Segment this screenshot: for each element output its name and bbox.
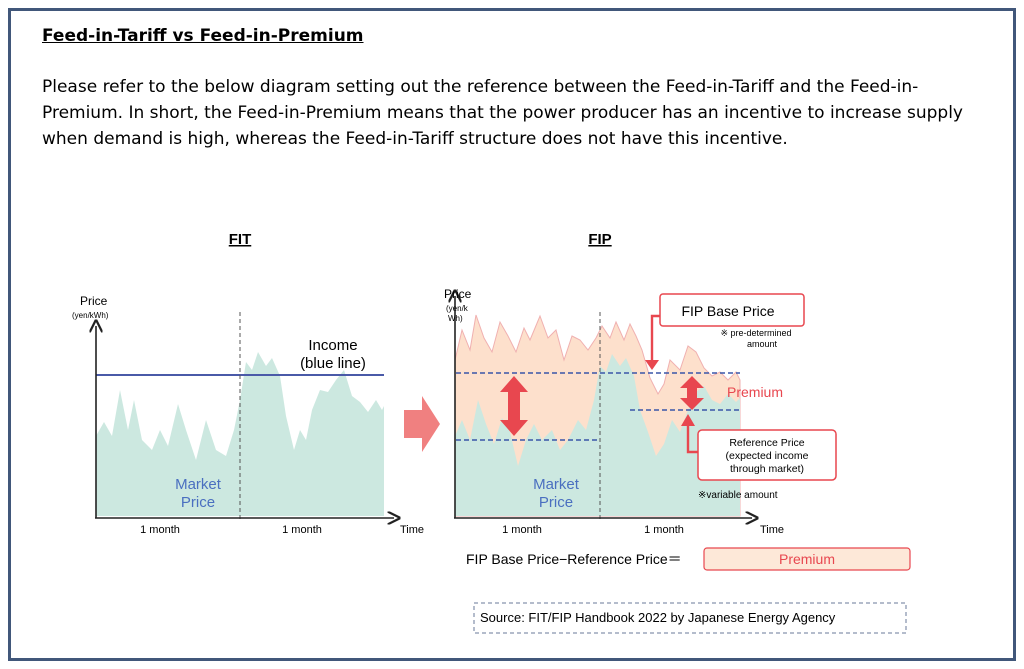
premium-arrow-1-icon bbox=[500, 376, 528, 436]
fip-predetermined-2: amount bbox=[747, 339, 778, 349]
fit-income-label-2: (blue line) bbox=[300, 355, 366, 372]
fip-x-label: Time bbox=[760, 524, 784, 536]
fip-reference-2: (expected income bbox=[726, 450, 809, 462]
source-text: Source: FIT/FIP Handbook 2022 by Japanes… bbox=[480, 610, 836, 625]
fip-title: FIP bbox=[588, 231, 611, 248]
fip-base-price-pointer-icon bbox=[650, 314, 660, 362]
fip-reference-1: Reference Price bbox=[729, 437, 804, 449]
premium-arrow-2-icon bbox=[680, 376, 704, 410]
fip-y-unit-2: Wh) bbox=[448, 314, 463, 323]
formula-expression: FIP Base Price−Reference Price＝ bbox=[466, 551, 682, 567]
fip-market-area bbox=[455, 354, 740, 516]
fip-premium-label: Premium bbox=[727, 384, 783, 400]
fip-variable-amount: ※variable amount bbox=[698, 490, 778, 501]
fit-market-label-1: Market bbox=[175, 476, 222, 493]
formula-premium-box bbox=[703, 547, 911, 571]
fip-y-unit-1: (yen/k bbox=[446, 304, 469, 313]
intro-paragraph: Please refer to the below diagram settin… bbox=[42, 77, 963, 149]
fit-market-label-2: Price bbox=[181, 494, 215, 511]
fit-y-label: Price bbox=[80, 294, 108, 308]
fit-x-label: Time bbox=[400, 524, 424, 536]
fit-title: FIT bbox=[229, 231, 252, 248]
fit-income-label-1: Income bbox=[308, 337, 357, 354]
fip-market-label-1: Market bbox=[533, 476, 580, 493]
fit-period-1: 1 month bbox=[140, 524, 180, 536]
fip-reference-price-box bbox=[697, 429, 837, 481]
fip-base-price-pointer-head-icon bbox=[645, 360, 659, 370]
fip-period-1: 1 month bbox=[502, 524, 542, 536]
transition-arrow-icon bbox=[404, 396, 440, 452]
fip-market-label-2: Price bbox=[539, 494, 573, 511]
fip-period-2: 1 month bbox=[644, 524, 684, 536]
formula-premium-label: Premium bbox=[779, 551, 835, 567]
fip-reference-pointer-icon bbox=[686, 424, 700, 454]
fit-period-2: 1 month bbox=[282, 524, 322, 536]
fip-reference-pointer-head-icon bbox=[681, 414, 695, 426]
fip-reference-3: through market) bbox=[730, 463, 804, 475]
page-heading: Feed-in-Tariff vs Feed-in-Premium bbox=[42, 26, 364, 46]
fip-base-price-box bbox=[659, 293, 805, 327]
fip-predetermined-1: ※ pre-determined bbox=[720, 328, 791, 338]
fit-y-unit: (yen/kWh) bbox=[72, 311, 109, 320]
fip-base-price-label: FIP Base Price bbox=[681, 303, 774, 319]
fip-y-label: Price bbox=[444, 287, 472, 301]
